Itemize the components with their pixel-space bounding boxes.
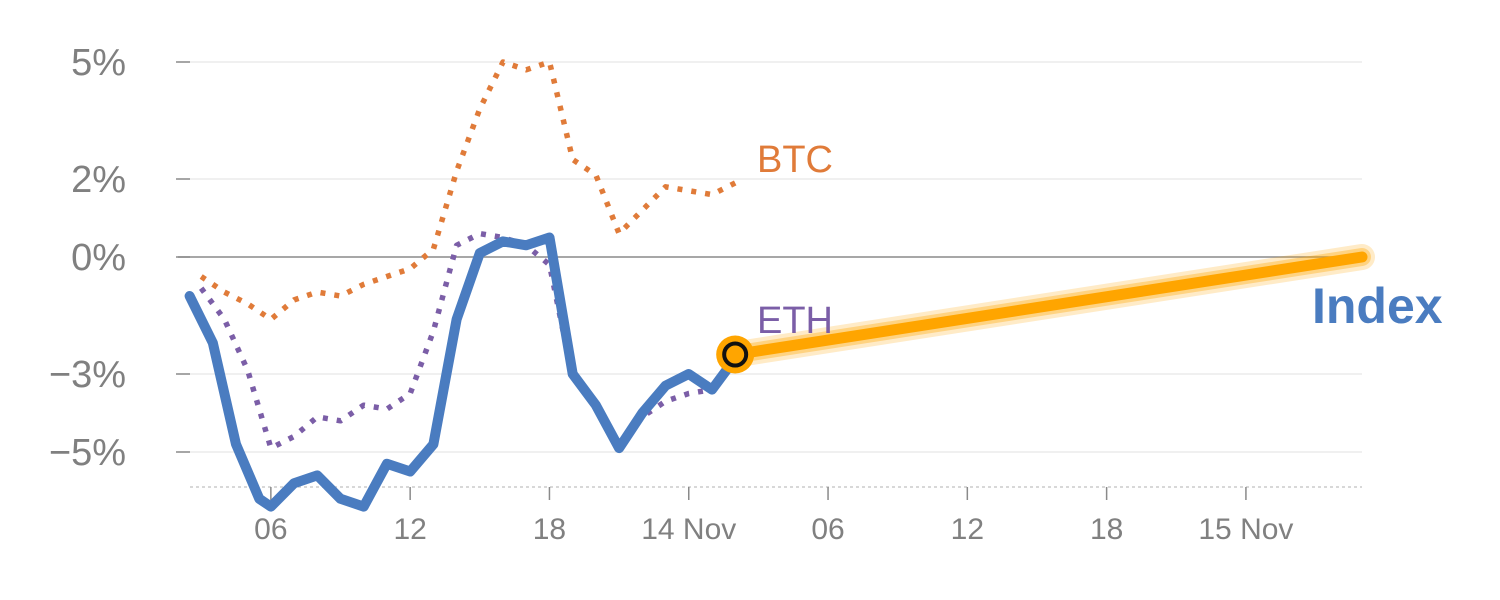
y-tick-label: 2% bbox=[71, 159, 126, 201]
x-tick-label: 15 Nov bbox=[1198, 513, 1293, 546]
marker-point bbox=[722, 341, 749, 368]
index-series-label: Index bbox=[1312, 278, 1443, 334]
x-tick-label: 14 Nov bbox=[641, 513, 736, 546]
y-tick-label: −3% bbox=[49, 354, 126, 396]
forecast-line bbox=[729, 251, 1368, 360]
y-tick-label: −5% bbox=[49, 432, 126, 474]
x-tick-label: 06 bbox=[254, 513, 287, 546]
eth-series-line bbox=[198, 230, 738, 451]
current-marker bbox=[716, 335, 755, 374]
x-tick-label: 18 bbox=[1090, 513, 1123, 546]
x-tick-label: 12 bbox=[393, 513, 426, 546]
series-labels: BTC ETH Index bbox=[757, 139, 1443, 342]
eth-series-label: ETH bbox=[757, 300, 833, 342]
y-tick-label: 0% bbox=[71, 237, 126, 279]
y-axis: 5% 2% 0% −3% −5% bbox=[49, 42, 190, 474]
forecast-band bbox=[722, 244, 1375, 368]
x-tick-label: 12 bbox=[951, 513, 984, 546]
series-lines bbox=[184, 59, 741, 512]
btc-series-label: BTC bbox=[757, 139, 833, 181]
index-series-line bbox=[184, 232, 741, 512]
x-axis: 06 12 18 14 Nov 06 12 18 15 Nov bbox=[190, 486, 1362, 546]
x-tick-label: 06 bbox=[811, 513, 844, 546]
btc-series-line bbox=[199, 59, 737, 323]
y-tick-label: 5% bbox=[71, 42, 126, 84]
grid-lines bbox=[178, 61, 1362, 453]
x-tick-label: 18 bbox=[533, 513, 566, 546]
